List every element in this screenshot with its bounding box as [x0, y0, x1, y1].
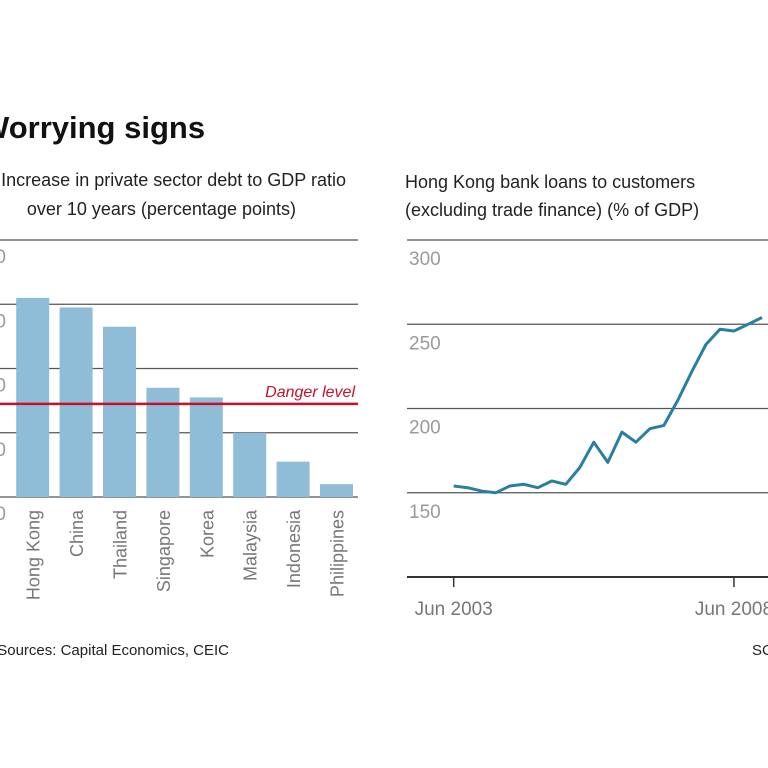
- bar: [276, 461, 310, 497]
- chart-title: Worrying signs: [0, 110, 205, 145]
- y-tick-label: 150: [409, 502, 441, 523]
- bar: [189, 397, 223, 497]
- x-tick-label: Jun 2008: [695, 599, 768, 620]
- threshold-label: Danger level: [265, 384, 355, 401]
- x-tick-label: Jun 2003: [415, 599, 493, 620]
- subtitle: (excluding trade finance) (% of GDP): [405, 200, 699, 220]
- bar: [103, 326, 136, 497]
- subtitle: Hong Kong bank loans to customers: [405, 172, 695, 192]
- y-tick-label: 0: [0, 504, 6, 525]
- subtitle: over 10 years (percentage points): [27, 199, 296, 219]
- y-tick-label: 200: [409, 418, 441, 439]
- y-tick-label: 40: [0, 376, 6, 397]
- line-series: [453, 316, 763, 495]
- x-tick-label: Korea: [197, 509, 217, 558]
- subtitle: Increase in private sector debt to GDP r…: [1, 170, 346, 190]
- y-tick-label: 80: [0, 247, 6, 268]
- x-tick-label: China: [67, 509, 87, 557]
- bar: [59, 307, 93, 497]
- x-tick-label: Thailand: [111, 510, 131, 579]
- x-tick-label: Philippines: [328, 510, 348, 597]
- bar: [320, 484, 353, 497]
- y-tick-label: 250: [409, 333, 441, 354]
- x-tick-label: Hong Kong: [24, 510, 44, 600]
- x-tick-label: Indonesia: [284, 509, 304, 588]
- bar: [233, 432, 267, 497]
- y-tick-label: 60: [0, 311, 6, 332]
- y-tick-label: 300: [409, 249, 441, 270]
- bar: [16, 297, 50, 497]
- source: SCMP: [752, 642, 768, 659]
- y-tick-label: 20: [0, 440, 6, 461]
- bar: [146, 387, 180, 497]
- source: Sources: Capital Economics, CEIC: [0, 642, 229, 659]
- x-tick-label: Malaysia: [241, 509, 261, 581]
- x-tick-label: Singapore: [154, 510, 174, 592]
